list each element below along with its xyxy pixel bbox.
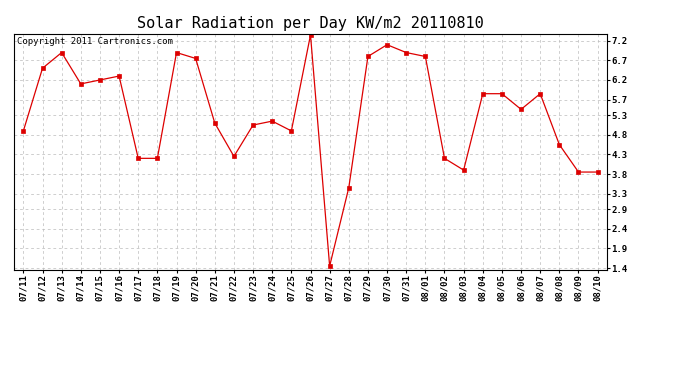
- Text: Copyright 2011 Cartronics.com: Copyright 2011 Cartronics.com: [17, 37, 172, 46]
- Title: Solar Radiation per Day KW/m2 20110810: Solar Radiation per Day KW/m2 20110810: [137, 16, 484, 31]
